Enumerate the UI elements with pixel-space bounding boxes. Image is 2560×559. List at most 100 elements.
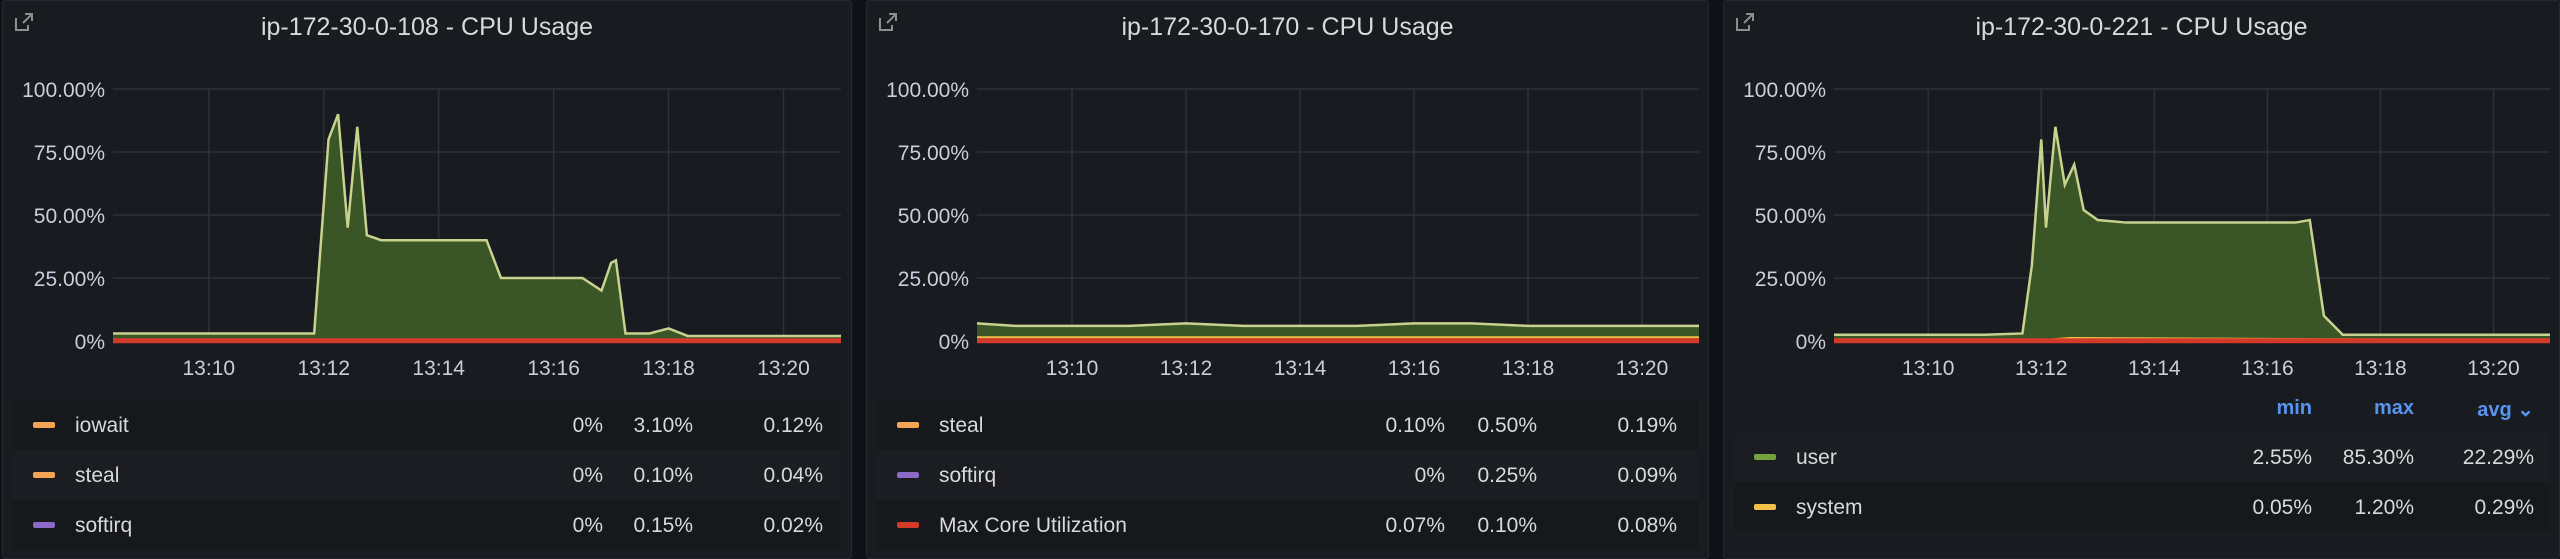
legend-avg-value: 0.02% [763,514,823,537]
legend-max-value: 0.25% [1477,464,1537,487]
cpu-panel-108: ip-172-30-0-108 - CPU Usage 0% 25.00% 50.0… [2,0,852,559]
legend-max-value: 1.20% [2354,496,2414,519]
legend-item[interactable]: softirq 0% 0.25% 0.09% [877,451,1698,499]
legend-swatch [897,472,919,478]
y-tick-label: 100.00% [886,79,969,102]
x-tick-label: 13:10 [1902,357,1955,380]
external-link-icon[interactable] [13,11,35,33]
x-tick-label: 13:16 [527,357,580,380]
x-tick-label: 13:20 [1616,357,1669,380]
legend-avg-value: 0.19% [1617,414,1677,437]
legend-min-value: 0.07% [1385,514,1445,537]
x-tick-label: 13:16 [2241,357,2294,380]
cpu-usage-chart: 0% 25.00% 50.00% 75.00% 100.00% 13:10 13:12 13:… [1743,79,2551,380]
legend-avg-value: 0.08% [1617,514,1677,537]
series-line-user [976,322,1699,328]
legend-sort-min[interactable]: min [2276,397,2312,419]
x-tick-label: 13:12 [2015,357,2068,380]
y-tick-label: 100.00% [22,79,105,102]
legend-min-value: 2.55% [2252,446,2312,469]
y-tick-label: 0% [1796,331,1826,354]
x-tick-label: 13:18 [1502,357,1555,380]
y-tick-label: 50.00% [34,205,105,228]
legend-series-name: system [1796,496,1863,519]
series-line-user [1834,126,2550,336]
legend-swatch [897,522,919,528]
y-tick-label: 100.00% [1743,79,1826,102]
legend-series-name: Max Core Utilization [939,514,1127,537]
legend-item[interactable]: iowait 0% 3.10% 0.12% [13,401,841,449]
y-tick-label: 25.00% [1755,268,1826,291]
legend-swatch [33,472,55,478]
panel-title: ip-172-30-0-170 - CPU Usage [1121,13,1454,41]
legend-item[interactable]: system 0.05% 1.20% 0.29% [1734,483,2549,531]
legend-min-value: 0% [572,414,603,437]
legend-series-name: iowait [75,414,129,437]
legend-min-value: 0.05% [2252,496,2312,519]
y-tick-label: 75.00% [898,142,969,165]
y-tick-label: 50.00% [898,205,969,228]
legend-min-value: 0.10% [1385,414,1445,437]
legend-max-value: 0.10% [1477,514,1537,537]
legend-avg-value: 0.12% [763,414,823,437]
legend-avg-value: 0.04% [763,464,823,487]
legend-series-name: softirq [75,514,133,537]
legend-swatch [33,522,55,528]
legend-min-value: 0% [572,464,603,487]
legend-series-name: steal [939,414,984,437]
legend-max-value: 3.10% [633,414,693,437]
y-tick-label: 0% [939,331,969,354]
y-tick-label: 25.00% [34,268,105,291]
cpu-usage-chart: 0% 25.00% 50.00% 75.00% 100.00% 13:10 13:12 13:… [886,79,1699,380]
y-tick-label: 75.00% [34,142,105,165]
x-tick-label: 13:12 [297,357,350,380]
legend-max-value: 85.30% [2342,446,2414,469]
y-tick-label: 75.00% [1755,142,1826,165]
x-tick-label: 13:20 [2467,357,2520,380]
legend-series-name: steal [75,464,120,487]
legend-series-name: softirq [939,464,997,487]
legend-avg-value: 22.29% [2462,446,2534,469]
legend-max-value: 0.50% [1477,414,1537,437]
legend-min-value: 0% [1414,464,1445,487]
legend-item[interactable]: user 2.55% 85.30% 22.29% [1734,433,2549,481]
legend-swatch [1754,454,1776,460]
x-tick-label: 13:10 [1046,357,1099,380]
y-tick-label: 50.00% [1755,205,1826,228]
legend-max-value: 0.10% [633,464,693,487]
series-line-user [113,113,841,338]
x-tick-label: 13:14 [2128,357,2181,380]
x-tick-label: 13:18 [642,357,695,380]
x-tick-label: 13:18 [2354,357,2407,380]
cpu-panel-170: ip-172-30-0-170 - CPU Usage 0% 25.00% 50.0… [866,0,1709,559]
y-tick-label: 25.00% [898,268,969,291]
series-area-user [113,114,841,341]
x-tick-label: 13:20 [757,357,810,380]
legend-series-name: user [1796,446,1837,469]
cpu-panel-221: ip-172-30-0-221 - CPU Usage 0% 25.00% 50.0… [1723,0,2560,559]
legend-max-value: 0.15% [633,514,693,537]
legend-header: min max avg ⌄ [1724,391,2559,431]
legend-item[interactable]: steal 0% 0.10% 0.04% [13,451,841,499]
legend-min-value: 0% [572,514,603,537]
y-tick-label: 0% [75,331,105,354]
legend-swatch [33,422,55,428]
x-tick-label: 13:16 [1388,357,1441,380]
panel-title: ip-172-30-0-108 - CPU Usage [260,13,594,41]
legend-item[interactable]: softirq 0% 0.15% 0.02% [13,501,841,549]
legend-swatch [897,422,919,428]
x-tick-label: 13:14 [412,357,465,380]
x-tick-label: 13:10 [183,357,236,380]
external-link-icon[interactable] [877,11,899,33]
x-tick-label: 13:14 [1274,357,1327,380]
series-area-user [1834,126,2550,341]
legend-item[interactable]: steal 0.10% 0.50% 0.19% [877,401,1698,449]
legend-avg-value: 0.09% [1617,464,1677,487]
legend-avg-value: 0.29% [2474,496,2534,519]
legend-sort-avg[interactable]: avg ⌄ [2477,399,2534,421]
legend-sort-max[interactable]: max [2373,397,2414,419]
legend-item[interactable]: Max Core Utilization 0.07% 0.10% 0.08% [877,501,1698,549]
external-link-icon[interactable] [1734,11,1756,33]
legend-swatch [1754,504,1776,510]
panel-title: ip-172-30-0-221 - CPU Usage [1975,13,2308,41]
